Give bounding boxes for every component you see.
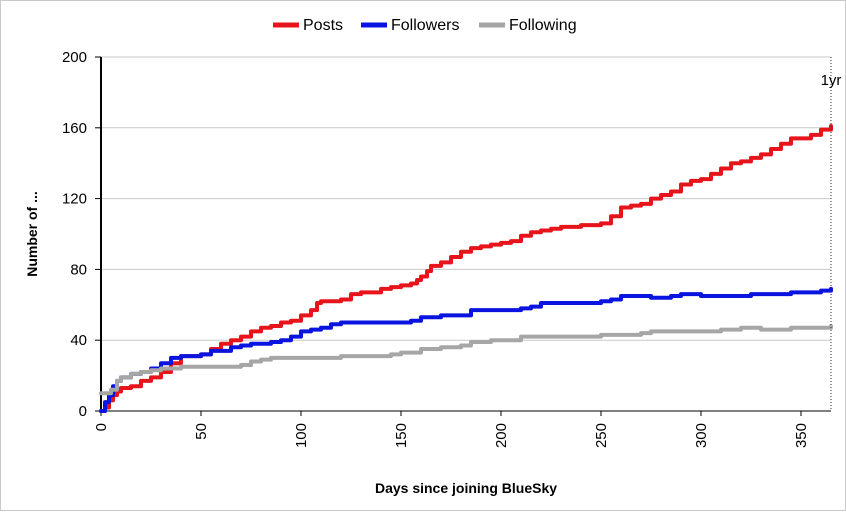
- y-tick-label: 200: [62, 49, 87, 66]
- series-line-followers: [99, 286, 833, 413]
- x-tick-label: 350: [793, 423, 810, 448]
- y-tick-label: 0: [79, 403, 87, 420]
- legend: Posts Followers Following: [273, 17, 577, 34]
- legend-label-followers: Followers: [391, 17, 459, 34]
- x-tick-label: 0: [93, 423, 110, 431]
- axes: 0 40 80 120 160 200 0 50 100 150 200 250 300 350: [62, 49, 831, 448]
- gridlines: [101, 56, 831, 341]
- x-tick-label: 250: [593, 423, 610, 448]
- series-line-following: [99, 324, 833, 396]
- x-tick-label: 300: [693, 423, 710, 448]
- legend-label-posts: Posts: [303, 17, 343, 34]
- y-axis-title: Number of ...: [24, 191, 40, 277]
- x-tick-label: 50: [193, 423, 210, 440]
- x-tick-label: 200: [493, 423, 510, 448]
- x-tick-label: 150: [393, 423, 410, 448]
- one-year-marker-label: 1yr: [821, 72, 842, 89]
- x-tick-label: 100: [293, 423, 310, 448]
- y-tick-label: 40: [70, 332, 87, 349]
- x-axis-title: Days since joining BlueSky: [375, 480, 557, 496]
- y-tick-label: 120: [62, 191, 87, 208]
- series-lines: [99, 124, 833, 413]
- annotation-group: 1yr: [821, 57, 842, 411]
- y-tick-label: 80: [70, 261, 87, 278]
- y-tick-label: 160: [62, 120, 87, 137]
- legend-label-following: Following: [509, 17, 577, 34]
